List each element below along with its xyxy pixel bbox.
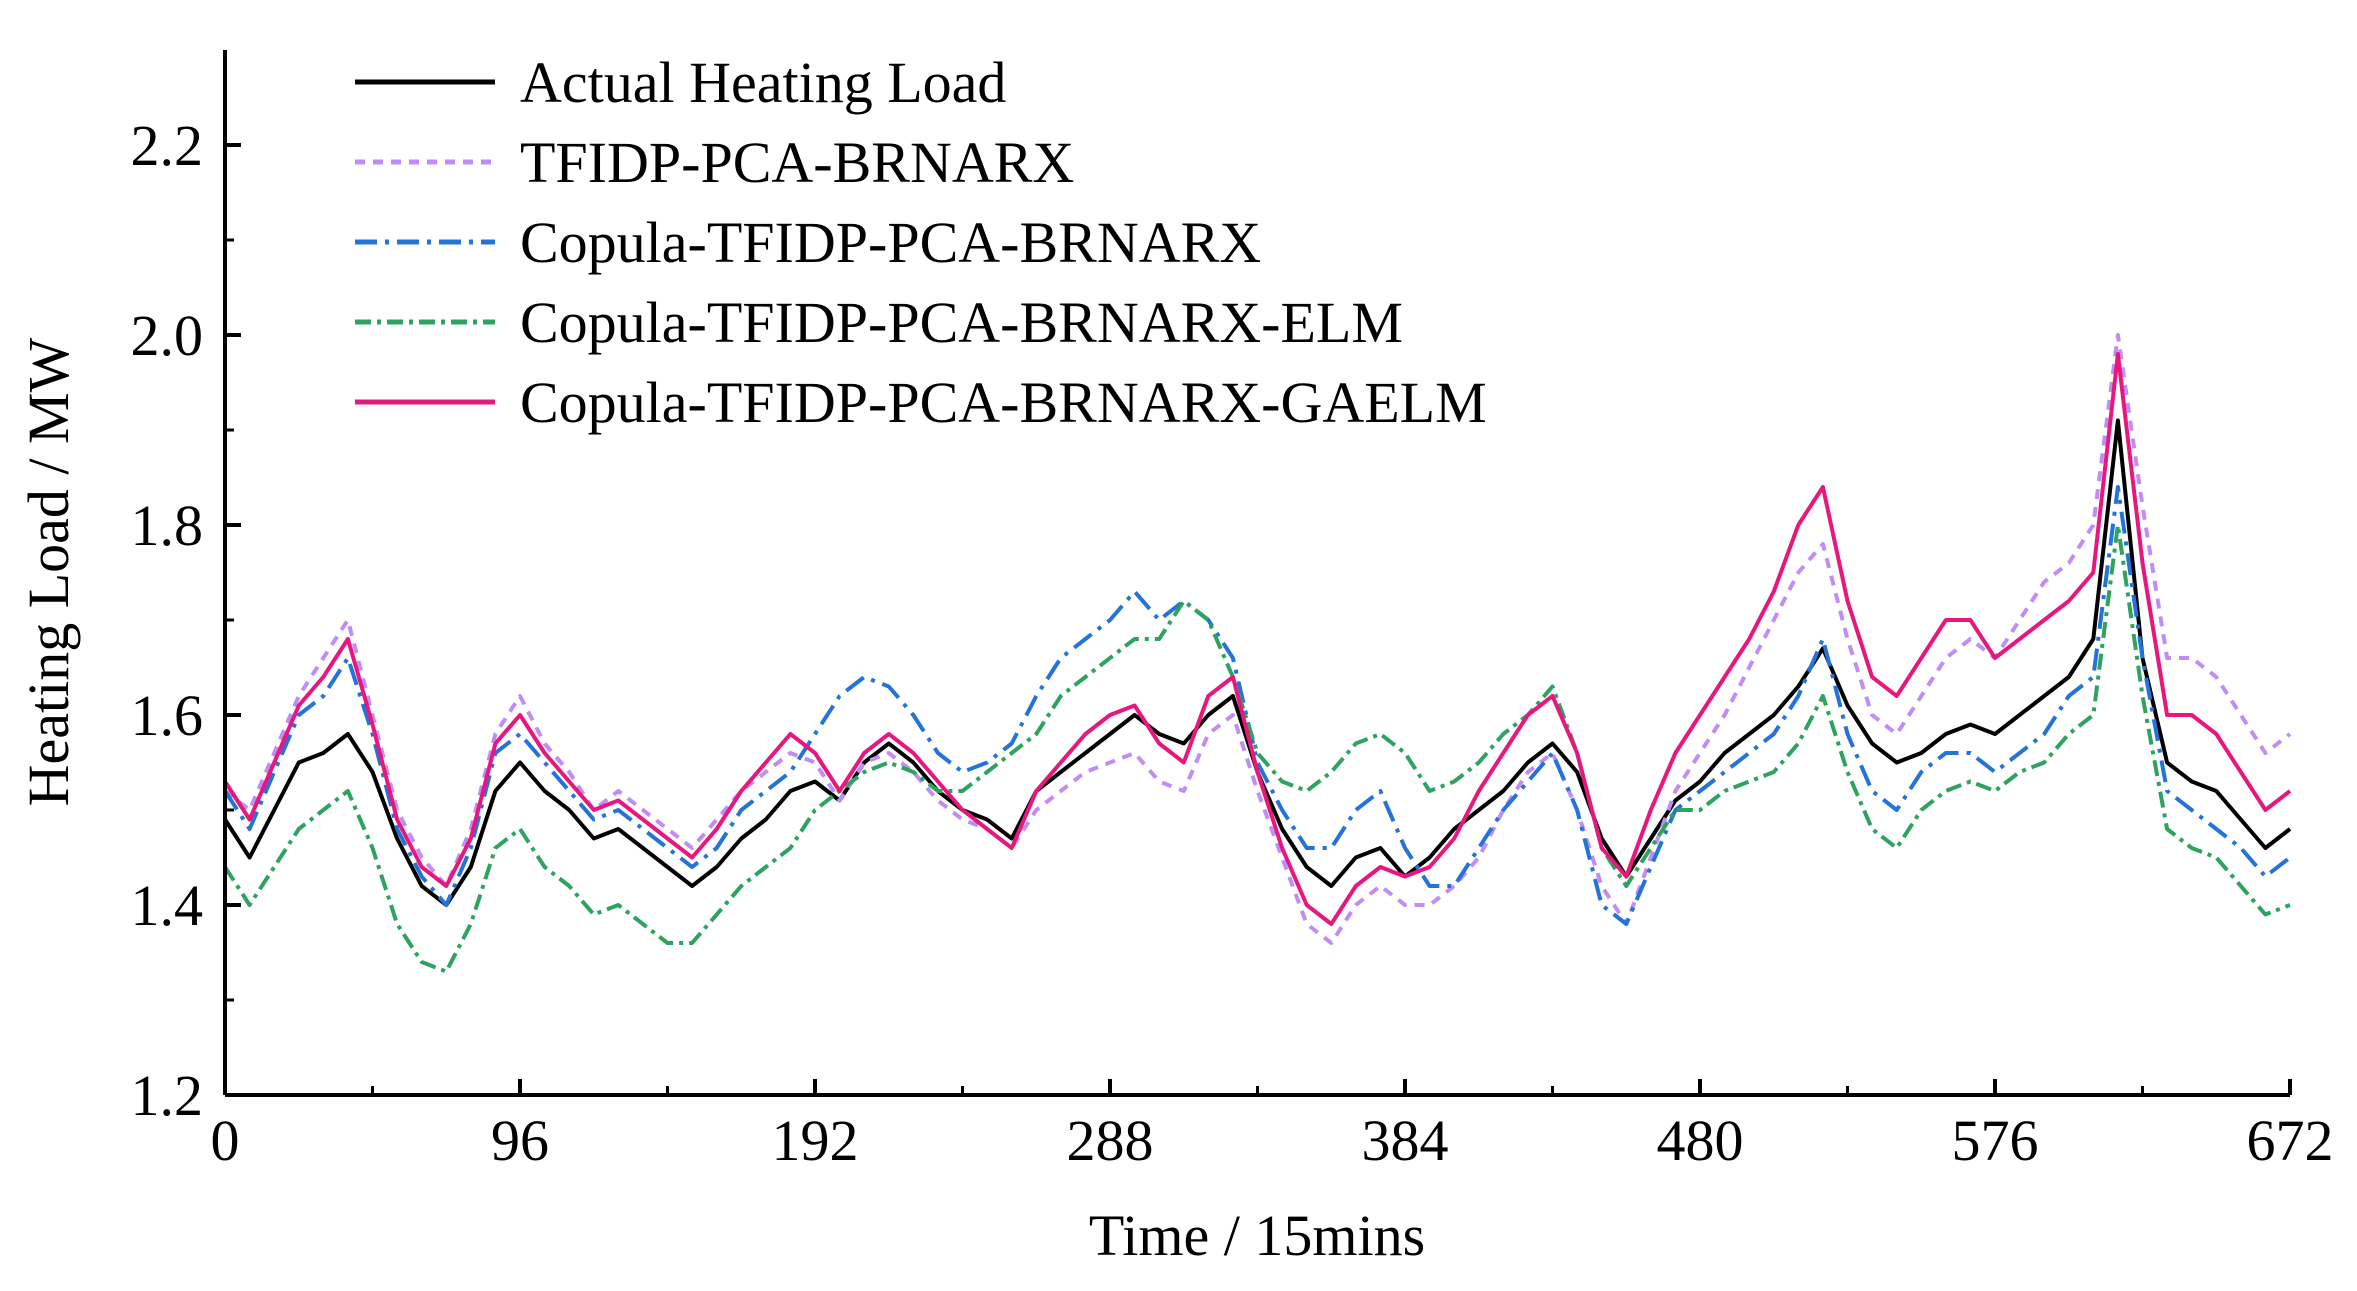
x-ticks: 0 96 192 288 384 480 576 672 (211, 1079, 2334, 1173)
x-tick-label: 96 (491, 1108, 549, 1173)
legend-label: Actual Heating Load (520, 50, 1006, 115)
y-tick-label: 1.6 (131, 683, 204, 748)
legend-label: Copula-TFIDP-PCA-BRNARX-ELM (520, 290, 1403, 355)
y-tick-label: 1.4 (131, 873, 204, 938)
series-line (223, 352, 2292, 926)
x-axis-label: Time / 15mins (1089, 1203, 1425, 1268)
series-line (223, 485, 2292, 926)
x-tick-label: 480 (1657, 1108, 1744, 1173)
x-tick-label: 288 (1067, 1108, 1154, 1173)
series-line (223, 333, 2292, 945)
y-axis-label: Heating Load / MW (16, 337, 81, 806)
legend-label: Copula-TFIDP-PCA-BRNARX-GAELM (520, 370, 1487, 435)
series-line (223, 418, 2292, 907)
y-tick-label: 2.2 (131, 113, 204, 178)
y-tick-label: 2.0 (131, 303, 204, 368)
y-tick-label: 1.8 (131, 493, 204, 558)
legend-label: Copula-TFIDP-PCA-BRNARX (520, 210, 1261, 275)
x-tick-label: 384 (1362, 1108, 1449, 1173)
y-ticks: 1.2 1.4 1.6 1.8 2.0 2.2 (131, 113, 241, 1128)
legend-label: TFIDP-PCA-BRNARX (520, 130, 1074, 195)
legend: Actual Heating Load TFIDP-PCA-BRNARX Copul… (355, 50, 1487, 435)
axes (223, 50, 2292, 1097)
x-tick-label: 672 (2247, 1108, 2334, 1173)
x-tick-label: 0 (211, 1108, 240, 1173)
series-line (223, 523, 2291, 974)
series-lines (223, 333, 2292, 974)
x-tick-label: 192 (772, 1108, 859, 1173)
y-tick-label: 1.2 (131, 1063, 204, 1128)
x-tick-label: 576 (1952, 1108, 2039, 1173)
